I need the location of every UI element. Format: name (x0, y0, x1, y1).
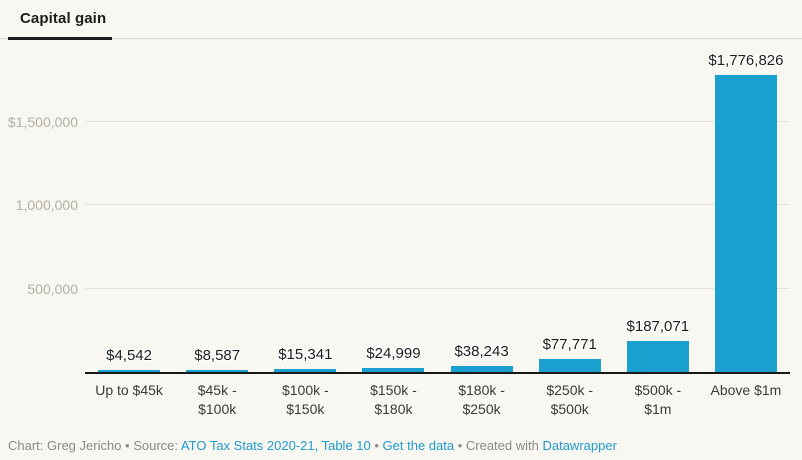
bar[interactable] (714, 75, 777, 372)
x-axis-label: $150k - $180k (370, 382, 417, 417)
bar[interactable] (362, 367, 425, 372)
bar[interactable] (538, 359, 601, 372)
bar-value-label: $77,771 (542, 336, 597, 354)
bar[interactable] (626, 340, 689, 372)
footer-link[interactable]: ATO Tax Stats 2020-21, Table 10 (180, 438, 371, 453)
footer-text: Source: (133, 438, 181, 453)
x-axis-label: Above $1m (710, 382, 782, 398)
bar-column: $4,542 Up to $45k (85, 60, 173, 398)
bar-value-label: $4,542 (106, 347, 153, 364)
bar-column: $1,776,826 Above $1m (702, 52, 790, 398)
footer-separator: • (121, 438, 134, 453)
plot-area: 500,000 1,000,000 $1,500,000 $4,542 Up to $4… (8, 52, 790, 417)
bar-value-label: $38,243 (454, 342, 509, 360)
y-axis-tick-label: 1,000,000 (15, 197, 78, 214)
x-axis-label: $250k - $500k (546, 382, 594, 417)
bar-column: $38,243 $180k - $250k (438, 60, 526, 417)
footer-link[interactable]: Datawrapper (542, 438, 617, 453)
footer-text: Chart: Greg Jericho (8, 438, 122, 453)
y-axis-tick-label: $1,500,000 (7, 113, 78, 130)
bar[interactable] (98, 370, 161, 372)
y-axis-tick-label: 500,000 (27, 280, 78, 297)
bar-column: $187,071 $500k - $1m (614, 60, 702, 417)
x-axis-label: Up to $45k (95, 382, 163, 398)
gridline (85, 120, 790, 122)
bar-value-label: $1,776,826 (708, 52, 784, 70)
x-axis-label: $500k - $1m (634, 382, 682, 417)
bar-column: $8,587 $45k - $100k (173, 60, 261, 417)
gridline (85, 287, 790, 289)
bar-column: $24,999 $150k - $180k (349, 60, 437, 417)
x-axis-label: $100k - $150k (281, 382, 329, 417)
bar-value-label: $15,341 (278, 346, 333, 364)
bar[interactable] (274, 369, 337, 372)
title-underline (8, 37, 112, 40)
bar[interactable] (450, 365, 513, 372)
footer-separator: • (370, 438, 383, 453)
bar-column: $15,341 $100k - $150k (261, 60, 349, 417)
x-axis-label: $45k - $100k (197, 382, 237, 417)
bar-column: $77,771 $250k - $500k (526, 60, 614, 417)
footer-text: Created with (465, 438, 543, 453)
bar-value-label: $8,587 (194, 347, 241, 364)
chart-title: Capital gain (20, 10, 107, 27)
chart-header: Capital gain (0, 0, 802, 40)
bar[interactable] (186, 370, 249, 372)
footer-separator: • (454, 438, 466, 453)
footer-link[interactable]: Get the data (382, 438, 455, 453)
bars-container: $4,542 Up to $45k $8,587 $45k - $100k $15,341… (85, 52, 790, 417)
x-axis-label: $180k - $250k (458, 382, 505, 417)
chart-footer: Chart: Greg Jericho • Source: ATO Tax St… (8, 438, 794, 454)
bar-value-label: $24,999 (366, 344, 421, 362)
bar-value-label: $187,071 (626, 317, 690, 335)
gridline (85, 204, 790, 206)
